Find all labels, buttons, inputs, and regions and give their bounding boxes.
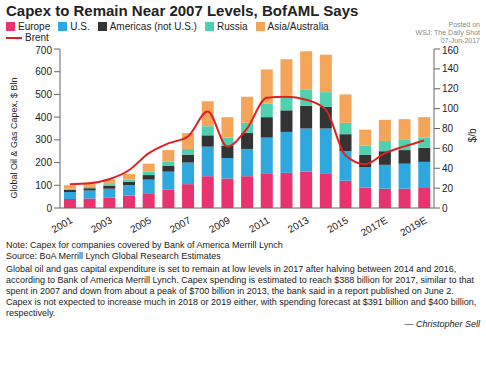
html-text:Europe: Europe — [18, 21, 51, 32]
svg-text:40: 40 — [442, 163, 454, 174]
svg-text:700: 700 — [35, 45, 52, 56]
html-text:Global oil and gas capital exp: Global oil and gas capital expenditure i… — [6, 264, 477, 318]
svg-text:2003: 2003 — [89, 214, 114, 235]
html-text:Asia/Australia: Asia/Australia — [267, 21, 329, 32]
svg-text:120: 120 — [442, 83, 459, 94]
svg-text:2017E: 2017E — [359, 214, 390, 238]
svg-text:Global Oil & Gas Capex, $ Bln: Global Oil & Gas Capex, $ Bln — [9, 77, 19, 198]
svg-text:2015: 2015 — [325, 214, 350, 235]
svg-text:2013: 2013 — [286, 214, 311, 235]
svg-text:2007: 2007 — [168, 214, 193, 235]
svg-text:2019E: 2019E — [398, 214, 429, 238]
svg-text:500: 500 — [35, 89, 52, 100]
svg-text:200: 200 — [35, 157, 52, 168]
svg-text:100: 100 — [35, 180, 52, 191]
svg-text:300: 300 — [35, 134, 52, 145]
svg-text:$/b: $/b — [467, 128, 478, 142]
svg-text:2011: 2011 — [247, 214, 272, 234]
html-text:U.S.: U.S. — [70, 21, 90, 32]
svg-text:80: 80 — [442, 123, 454, 134]
svg-text:2009: 2009 — [207, 214, 232, 235]
svg-text:2001: 2001 — [50, 214, 75, 235]
svg-text:0: 0 — [442, 203, 448, 214]
html-text:07-Jun-2017: 07-Jun-2017 — [440, 37, 480, 44]
svg-text:140: 140 — [442, 63, 459, 74]
svg-text:400: 400 — [35, 112, 52, 123]
html-text:Capex to Remain Near 2007 Leve: Capex to Remain Near 2007 Levels, BofAML… — [6, 2, 359, 19]
html-text:— Christopher Sell: — Christopher Sell — [404, 319, 480, 329]
svg-text:160: 160 — [442, 45, 459, 56]
html-text:Americas (not U.S.): Americas (not U.S.) — [109, 21, 197, 32]
html-text:Russia: Russia — [217, 21, 248, 32]
svg-text:0: 0 — [46, 203, 52, 214]
html-text:WSJ: The Daily Shot: WSJ: The Daily Shot — [415, 29, 480, 36]
html-text:Posted on: Posted on — [448, 21, 480, 28]
html-text:Source: BoA Merrill Lynch Glob: Source: BoA Merrill Lynch Global Researc… — [6, 251, 221, 261]
svg-text:20: 20 — [442, 183, 454, 194]
svg-text:60: 60 — [442, 143, 454, 154]
html-text:Note: Capex for companies cove: Note: Capex for companies covered by Ban… — [6, 240, 283, 250]
svg-text:100: 100 — [442, 103, 459, 114]
svg-text:600: 600 — [35, 66, 52, 77]
svg-text:2005: 2005 — [128, 214, 153, 235]
html-text:Brent: Brent — [25, 32, 49, 43]
